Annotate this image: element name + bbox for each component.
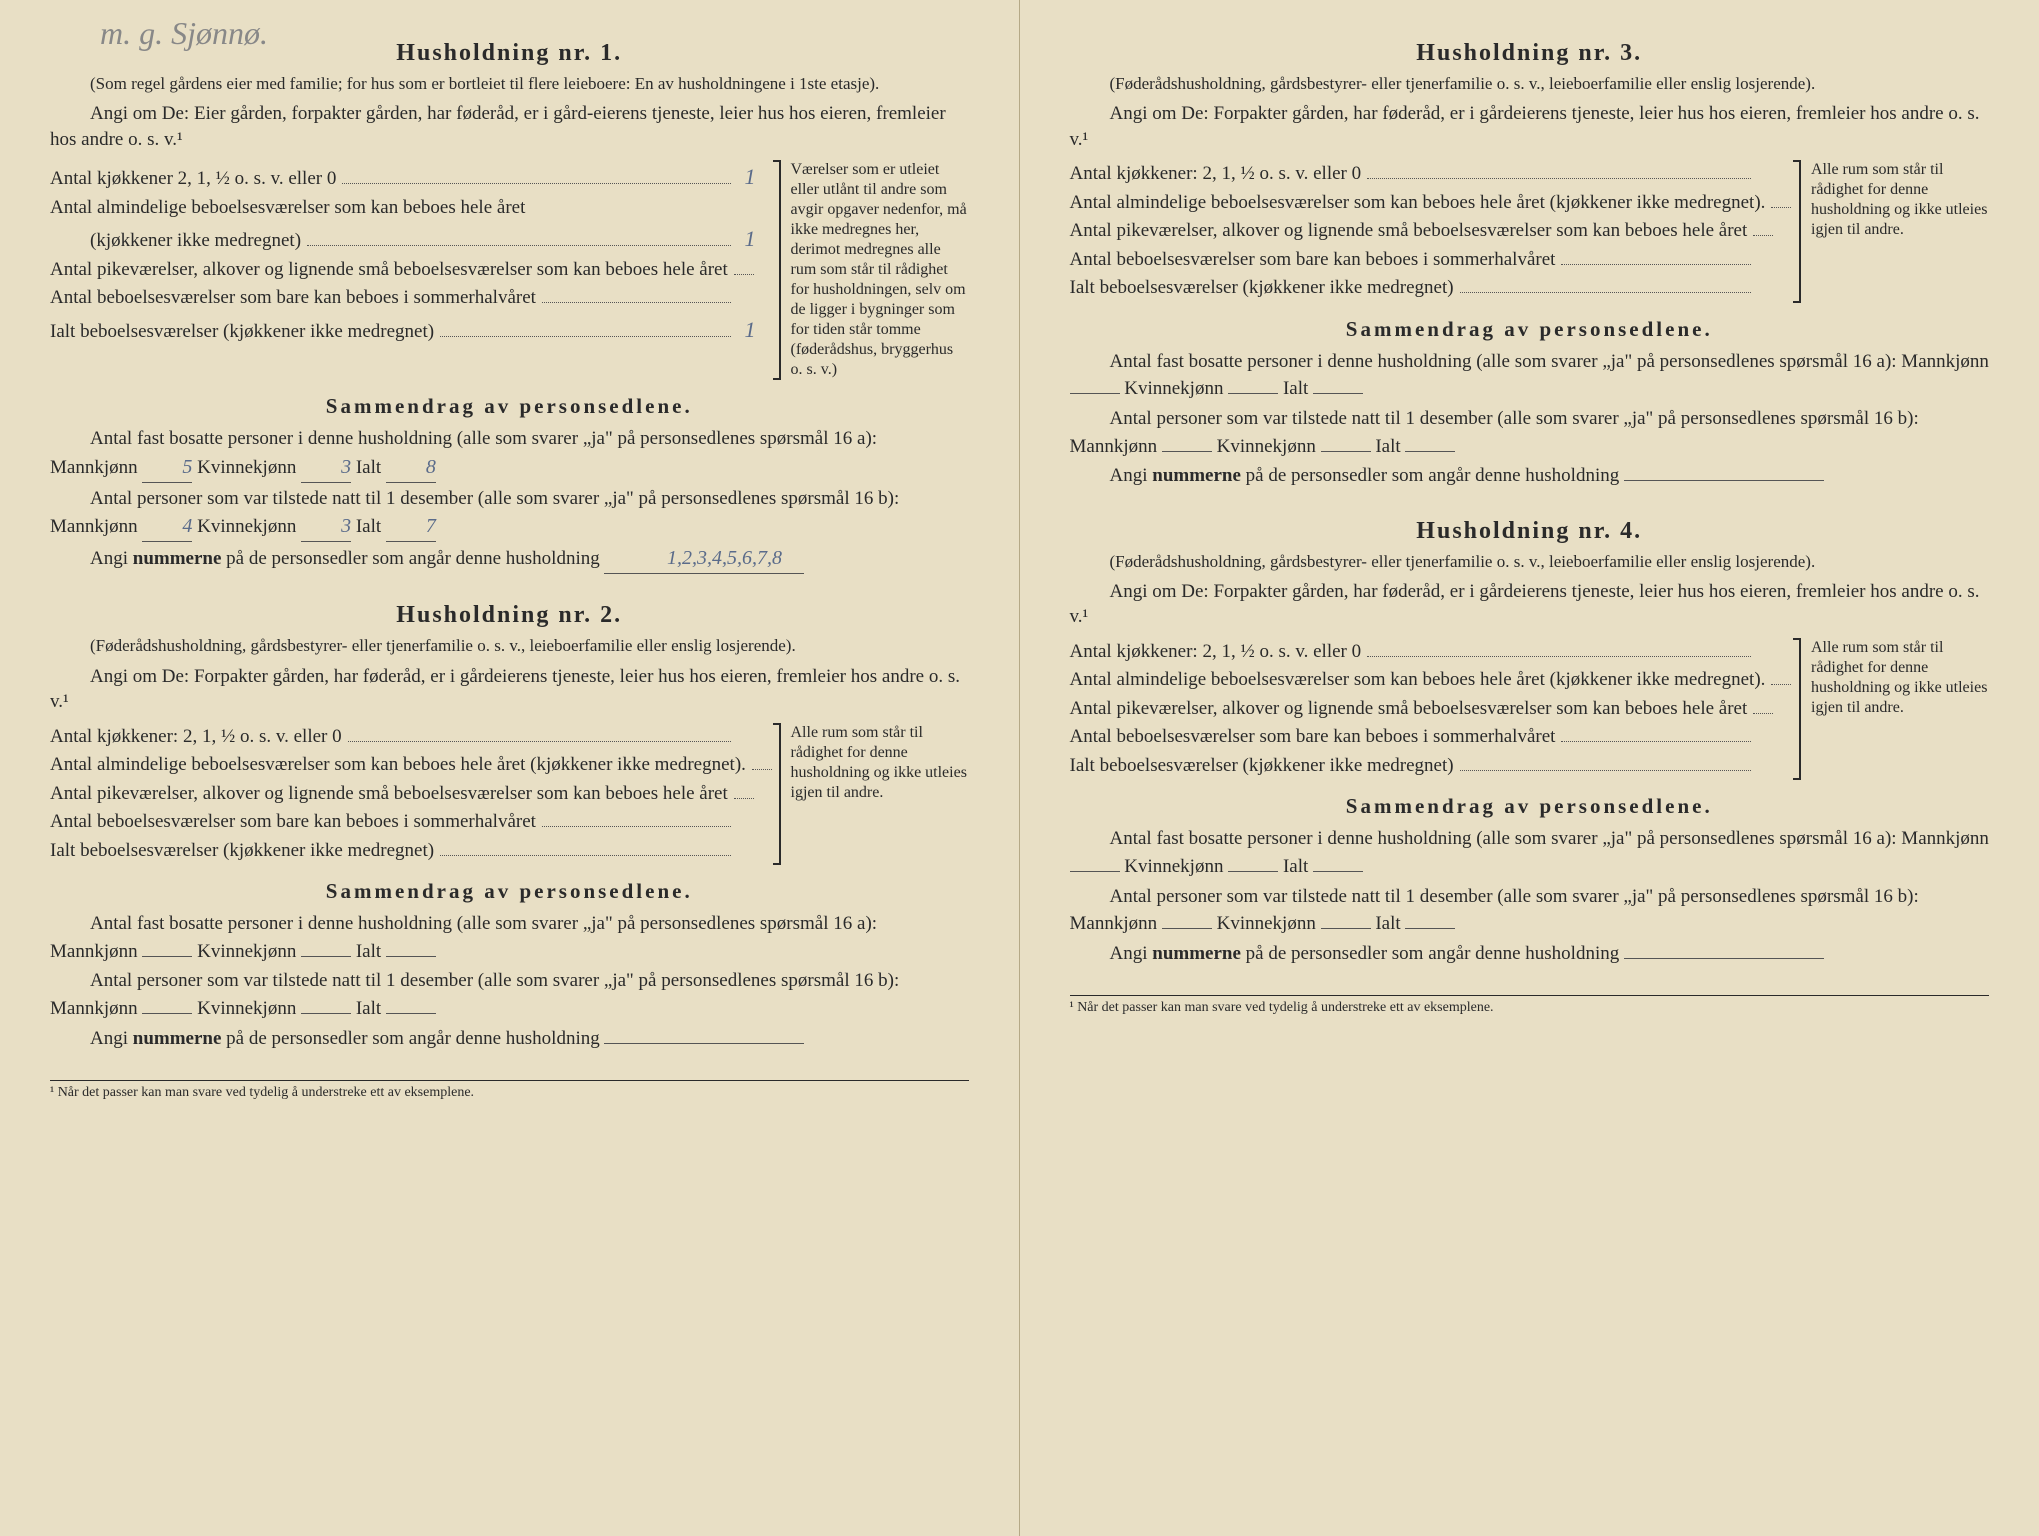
til-m [142,1013,192,1014]
nummerne-line: Angi nummerne på de personsedler som ang… [1070,940,1990,968]
fields-block: Antal kjøkkener: 2, 1, ½ o. s. v. eller … [1070,638,1788,781]
rooms1-label: Antal almindelige beboelsesværelser som … [50,751,746,780]
household-subtitle: (Føderådshusholdning, gårdsbestyrer- ell… [1070,73,1990,95]
household-1: Husholdning nr. 1. (Som regel gårdens ei… [50,40,969,574]
fast-line: Antal fast bosatte personer i denne hush… [50,425,969,483]
til-k [301,1013,351,1014]
footnote: ¹ Når det passer kan man svare ved tydel… [50,1080,969,1101]
fast-m [1070,393,1120,394]
fast-k [1228,871,1278,872]
fields-block: Antal kjøkkener 2, 1, ½ o. s. v. eller 0… [50,160,767,380]
til-k [1321,928,1371,929]
fast-t [1313,871,1363,872]
fast-m: 5 [142,453,192,483]
household-title: Husholdning nr. 3. [1070,40,1990,67]
left-page: m. g. Sjønnø. Husholdning nr. 1. (Som re… [0,0,1020,1536]
nummerne-value [1624,958,1824,959]
household-subtitle: (Føderådshusholdning, gårdsbestyrer- ell… [1070,551,1990,573]
rooms2-label: Antal pikeværelser, alkover og lignende … [50,780,728,809]
rooms2-label: Antal pikeværelser, alkover og lignende … [1070,695,1748,724]
til-m [1162,928,1212,929]
rooms1-note: (kjøkkener ikke medregnet) [90,227,301,256]
rooms3-label: Antal beboelsesværelser som bare kan beb… [50,284,536,313]
sidenote: Alle rum som står til rådighet for denne… [1799,638,1989,781]
tilstede-line: Antal personer som var tilstede natt til… [1070,883,1990,938]
til-t [1405,928,1455,929]
sammendrag-title: Sammendrag av personsedlene. [1070,794,1990,819]
rooms3-label: Antal beboelsesværelser som bare kan beb… [50,808,536,837]
sammendrag-title: Sammendrag av personsedlene. [50,879,969,904]
til-t [386,1013,436,1014]
tilstede-line: Antal personer som var tilstede natt til… [50,967,969,1022]
tilstede-line: Antal personer som var tilstede natt til… [50,485,969,543]
fast-m [142,956,192,957]
total-value: 1 [737,313,767,346]
household-2: Husholdning nr. 2. (Føderådshusholdning,… [50,602,969,1052]
sidenote: Alle rum som står til rådighet for denne… [1799,160,1989,303]
rooms1-label: Antal almindelige beboelsesværelser som … [1070,666,1766,695]
right-page: Husholdning nr. 3. (Føderådshusholdning,… [1020,0,2039,1536]
household-title: Husholdning nr. 2. [50,602,969,629]
fast-t [386,956,436,957]
sammendrag-title: Sammendrag av personsedlene. [50,394,969,419]
fast-k: 3 [301,453,351,483]
sidenote: Alle rum som står til rådighet for denne… [779,723,969,866]
household-subtitle: (Som regel gårdens eier med familie; for… [50,73,969,95]
til-k [1321,451,1371,452]
til-m: 4 [142,512,192,542]
rooms1-label: Antal almindelige beboelsesværelser som … [1070,189,1766,218]
kitchens-label: Antal kjøkkener: 2, 1, ½ o. s. v. eller … [50,723,342,752]
total-label: Ialt beboelsesværelser (kjøkkener ikke m… [1070,752,1454,781]
nummerne-line: Angi nummerne på de personsedler som ang… [1070,462,1990,490]
total-label: Ialt beboelsesværelser (kjøkkener ikke m… [50,318,434,347]
nummerne-value: 1,2,3,4,5,6,7,8 [604,544,804,574]
household-prompt: Angi om De: Eier gården, forpakter gårde… [50,101,969,152]
tilstede-line: Antal personer som var tilstede natt til… [1070,405,1990,460]
nummerne-line: Angi nummerne på de personsedler som ang… [50,1025,969,1053]
household-prompt: Angi om De: Forpakter gården, har føderå… [1070,101,1990,152]
nummerne-value [1624,480,1824,481]
fast-t: 8 [386,453,436,483]
rooms3-label: Antal beboelsesværelser som bare kan beb… [1070,246,1556,275]
rooms2-label: Antal pikeværelser, alkover og lignende … [50,256,728,285]
nummerne-line: Angi nummerne på de personsedler som ang… [50,544,969,574]
total-label: Ialt beboelsesværelser (kjøkkener ikke m… [50,837,434,866]
kitchens-label: Antal kjøkkener: 2, 1, ½ o. s. v. eller … [1070,638,1362,667]
kitchens-label: Antal kjøkkener 2, 1, ½ o. s. v. eller 0 [50,165,336,194]
fields-block: Antal kjøkkener: 2, 1, ½ o. s. v. eller … [1070,160,1788,303]
til-m [1162,451,1212,452]
sammendrag-title: Sammendrag av personsedlene. [1070,317,1990,342]
fast-line: Antal fast bosatte personer i denne hush… [1070,825,1990,880]
household-title: Husholdning nr. 4. [1070,518,1990,545]
til-t: 7 [386,512,436,542]
rooms2-label: Antal pikeværelser, alkover og lignende … [1070,217,1748,246]
nummerne-value [604,1043,804,1044]
fast-k [301,956,351,957]
fields-block: Antal kjøkkener: 2, 1, ½ o. s. v. eller … [50,723,767,866]
fast-m [1070,871,1120,872]
field-dots [342,183,730,184]
rooms3-label: Antal beboelsesværelser som bare kan beb… [1070,723,1556,752]
household-prompt: Angi om De: Forpakter gården, har føderå… [50,664,969,715]
total-label: Ialt beboelsesværelser (kjøkkener ikke m… [1070,274,1454,303]
household-prompt: Angi om De: Forpakter gården, har føderå… [1070,579,1990,630]
household-subtitle: (Føderådshusholdning, gårdsbestyrer- ell… [50,635,969,657]
til-k: 3 [301,512,351,542]
til-t [1405,451,1455,452]
household-3: Husholdning nr. 3. (Føderådshusholdning,… [1070,40,1990,490]
fast-line: Antal fast bosatte personer i denne hush… [1070,348,1990,403]
household-4: Husholdning nr. 4. (Føderådshusholdning,… [1070,518,1990,968]
rooms1-value: 1 [737,222,767,255]
fast-line: Antal fast bosatte personer i denne hush… [50,910,969,965]
rooms1-label: Antal almindelige beboelsesværelser som … [50,194,525,223]
footnote: ¹ Når det passer kan man svare ved tydel… [1070,995,1990,1016]
kitchens-value: 1 [737,160,767,193]
handwritten-annotation: m. g. Sjønnø. [100,15,268,52]
sidenote: Værelser som er utleiet eller utlånt til… [779,160,969,380]
fast-k [1228,393,1278,394]
kitchens-label: Antal kjøkkener: 2, 1, ½ o. s. v. eller … [1070,160,1362,189]
fast-t [1313,393,1363,394]
